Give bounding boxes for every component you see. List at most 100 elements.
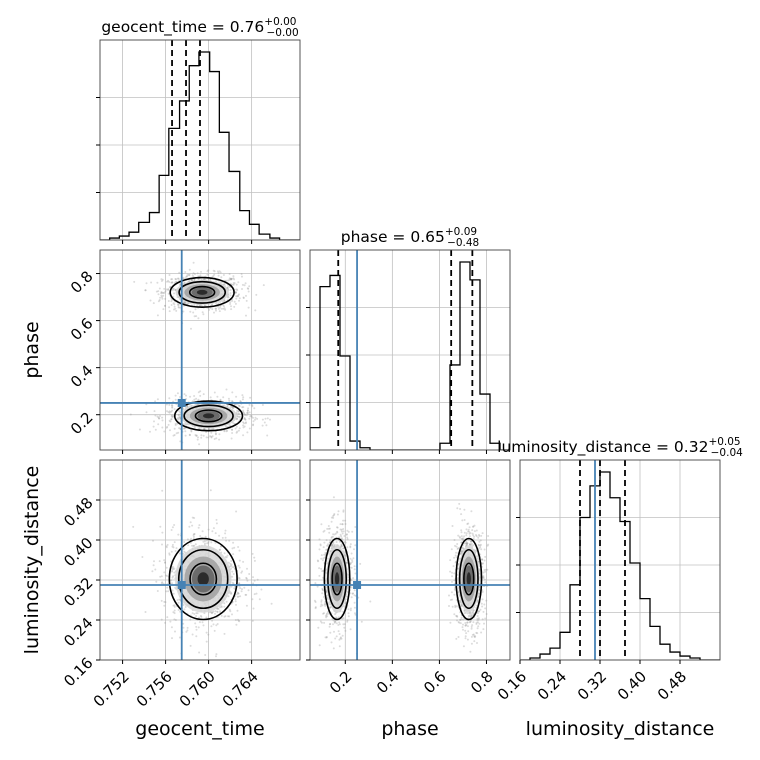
scatter-point — [472, 534, 475, 537]
scatter-point — [245, 294, 247, 297]
scatter-point — [200, 615, 203, 618]
scatter-point — [341, 634, 344, 637]
title-lower-error: −0.48 — [447, 237, 479, 249]
scatter-point — [176, 303, 179, 306]
scatter-point — [171, 582, 173, 585]
scatter-point — [225, 539, 228, 542]
scatter-point — [340, 545, 343, 547]
truth-marker — [177, 398, 186, 407]
scatter-point — [162, 292, 165, 294]
scatter-point — [188, 273, 191, 276]
scatter-point — [250, 414, 253, 417]
scatter-point — [211, 308, 214, 311]
scatter-point — [349, 609, 352, 612]
scatter-point — [465, 542, 468, 545]
scatter-point — [466, 625, 469, 628]
scatter-point — [324, 551, 327, 554]
scatter-point — [335, 622, 338, 625]
scatter-point — [223, 299, 226, 302]
scatter-point — [352, 577, 355, 580]
scatter-point — [472, 609, 475, 612]
scatter-point — [321, 592, 324, 595]
scatter-point — [227, 296, 230, 299]
scatter-point — [234, 291, 237, 294]
scatter-point — [482, 575, 485, 578]
scatter-point — [349, 545, 352, 548]
scatter-point — [449, 559, 452, 562]
scatter-point — [219, 398, 222, 401]
scatter-point — [463, 535, 466, 538]
scatter-point — [333, 621, 336, 624]
scatter-point — [465, 532, 468, 535]
scatter-point — [465, 540, 468, 543]
scatter-point — [478, 540, 481, 543]
scatter-point — [190, 429, 193, 432]
scatter-point — [171, 526, 174, 529]
scatter-point — [458, 502, 461, 505]
scatter-point — [210, 436, 213, 439]
scatter-point — [235, 295, 238, 298]
panel-frame — [99, 249, 301, 451]
scatter-point — [196, 438, 199, 441]
scatter-point — [171, 414, 173, 417]
scatter-point — [453, 572, 456, 575]
scatter-point — [233, 587, 236, 590]
scatter-point — [454, 561, 457, 564]
scatter-point — [467, 615, 470, 618]
y-tick-label-luminosity_distance-2: 0.32 — [60, 574, 96, 610]
scatter-point — [314, 606, 317, 609]
scatter-point — [198, 621, 201, 624]
scatter-point — [170, 626, 173, 629]
scatter-point — [173, 571, 176, 574]
scatter-point — [457, 563, 460, 566]
title-main: luminosity_distance = 0.32 — [497, 438, 708, 457]
scatter-point — [165, 546, 168, 549]
scatter-point — [330, 547, 333, 550]
scatter-point — [227, 595, 230, 598]
scatter-point — [472, 613, 475, 615]
scatter-point — [325, 548, 328, 551]
scatter-point — [242, 424, 245, 427]
scatter-point — [188, 434, 191, 437]
scatter-point — [210, 431, 213, 434]
scatter-point — [220, 307, 223, 310]
scatter-point — [330, 520, 333, 523]
scatter-point — [464, 624, 467, 627]
scatter-point — [255, 293, 258, 296]
scatter-point — [236, 591, 239, 594]
scatter-point — [235, 623, 238, 626]
scatter-point — [231, 613, 233, 616]
scatter-point — [213, 270, 216, 273]
scatter-point — [332, 496, 335, 499]
scatter-point — [153, 420, 155, 423]
scatter-point — [256, 578, 259, 581]
scatter-point — [163, 600, 166, 603]
scatter-point — [465, 534, 468, 537]
scatter-point — [469, 620, 472, 622]
scatter-point — [214, 307, 217, 310]
scatter-point — [253, 593, 256, 596]
truth-marker — [177, 581, 186, 589]
y-axis-label-luminosity_distance: luminosity_distance — [21, 466, 43, 655]
scatter-point — [238, 566, 241, 569]
scatter-point — [170, 418, 173, 421]
scatter-point — [216, 270, 219, 273]
scatter-point — [350, 566, 353, 569]
scatter-point — [170, 304, 173, 306]
scatter-point — [186, 275, 188, 278]
scatter-point — [346, 620, 349, 623]
scatter-point — [246, 411, 249, 414]
scatter-point — [222, 283, 225, 286]
scatter-point — [198, 524, 201, 527]
scatter-point — [192, 545, 195, 547]
scatter-point — [167, 590, 170, 593]
scatter-point — [333, 620, 336, 623]
scatter-point — [477, 536, 480, 539]
scatter-point — [237, 294, 240, 297]
scatter-point — [212, 269, 215, 272]
scatter-point — [328, 625, 331, 628]
scatter-point — [469, 540, 472, 543]
scatter-point — [240, 571, 243, 574]
scatter-point — [332, 623, 334, 626]
scatter-point — [177, 277, 180, 280]
